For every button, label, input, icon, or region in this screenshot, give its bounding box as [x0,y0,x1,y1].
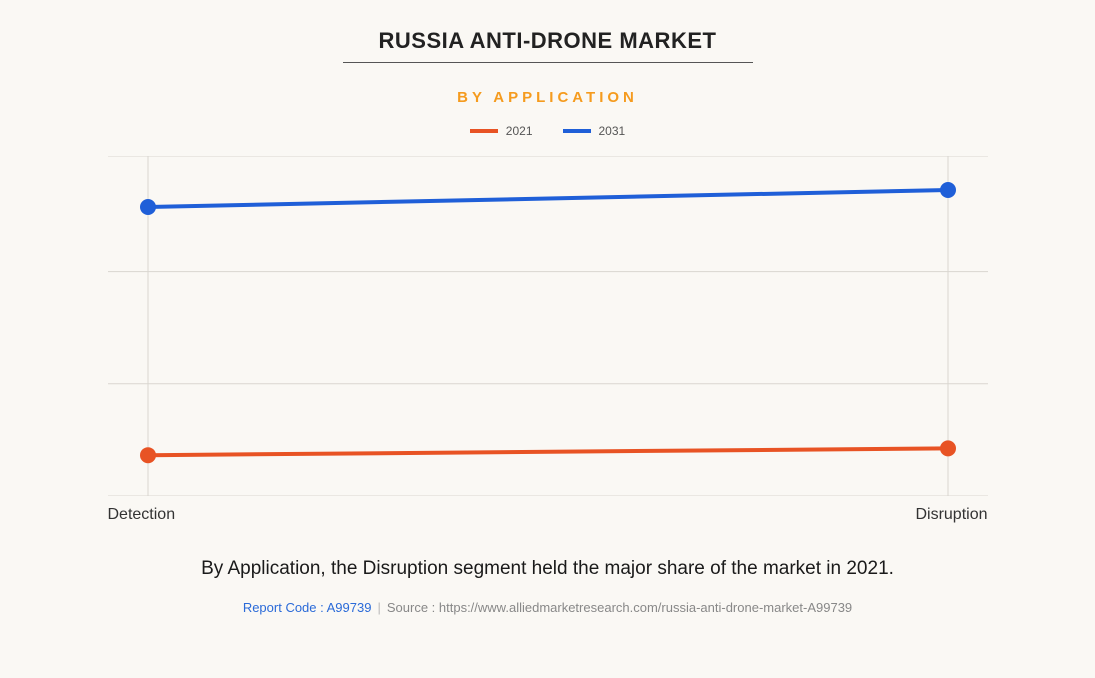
chart-title: RUSSIA ANTI-DRONE MARKET [343,28,753,54]
legend-item-2021: 2021 [470,124,533,138]
chart-footer: Report Code : A99739 | Source : https://… [243,600,852,615]
legend-swatch-2021 [470,129,498,133]
x-label-detection: Detection [108,506,176,524]
legend-item-2031: 2031 [563,124,626,138]
chart-caption: By Application, the Disruption segment h… [201,558,894,580]
x-axis-labels: Detection Disruption [108,506,988,524]
legend-swatch-2031 [563,129,591,133]
source-label: Source : https://www.alliedmarketresearc… [387,600,852,615]
chart-svg [108,156,988,496]
legend-label-2021: 2021 [506,124,533,138]
title-block: RUSSIA ANTI-DRONE MARKET [343,28,753,63]
title-underline [343,62,753,63]
report-code: Report Code : A99739 [243,600,372,615]
legend-label-2031: 2031 [599,124,626,138]
chart-legend: 2021 2031 [470,124,625,138]
chart-plot-area [108,156,988,496]
footer-separator: | [377,600,380,615]
x-label-disruption: Disruption [915,506,987,524]
chart-subtitle: BY APPLICATION [457,89,638,106]
